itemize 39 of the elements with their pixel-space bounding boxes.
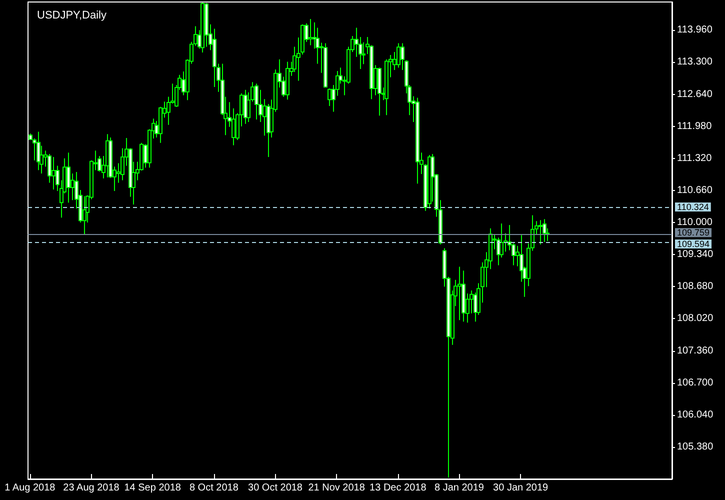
x-tick-label: 23 Aug 2018 [63, 482, 120, 494]
x-tick-label: 30 Oct 2018 [248, 482, 303, 494]
candlestick [542, 218, 546, 242]
y-tick-label: 113.960 [677, 24, 713, 36]
x-tick-label: 8 Jan 2019 [434, 482, 484, 494]
x-tick-label: 8 Oct 2018 [189, 482, 239, 494]
candlestick [328, 88, 332, 106]
x-tick-label: 14 Sep 2018 [124, 482, 182, 494]
candlestick [458, 266, 462, 321]
candlestick [66, 152, 70, 204]
candlestick [82, 196, 86, 235]
x-tick-label: 13 Dec 2018 [370, 482, 427, 494]
candlestick [308, 18, 312, 46]
x-tick-label: 30 Jan 2019 [493, 482, 549, 494]
text: USDJPY,Daily [37, 10, 107, 22]
y-tick-label: 110.660 [677, 184, 713, 196]
y-tick-label: 112.640 [677, 88, 713, 100]
y-tick-label: 109.340 [677, 249, 714, 260]
y-tick-label: 111.980 [677, 120, 712, 132]
y-tick-label: 107.360 [677, 345, 714, 356]
y-tick-label: 105.380 [677, 441, 714, 452]
candlestick [538, 220, 542, 245]
ref-line-label: 110.324 [677, 202, 709, 212]
candlestick [396, 42, 400, 68]
candlestick [52, 156, 56, 190]
y-tick-label: 113.300 [677, 56, 713, 68]
y-tick-label: 111.320 [677, 152, 712, 164]
y-tick-label: 106.040 [677, 409, 714, 420]
candlestick [36, 131, 40, 171]
ref-line-label: 109.594 [677, 238, 710, 249]
y-tick-label: 108.680 [677, 281, 714, 292]
y-tick-label: 110.000 [677, 217, 713, 228]
y-tick-label: 108.020 [677, 313, 714, 324]
x-tick-label: 21 Nov 2018 [308, 482, 366, 494]
ref-line-label: 109.759 [677, 228, 710, 238]
x-tick-label: 1 Aug 2018 [4, 482, 56, 494]
y-tick-label: 106.700 [677, 377, 714, 388]
candlestick [500, 223, 504, 258]
candlestick [254, 83, 258, 120]
